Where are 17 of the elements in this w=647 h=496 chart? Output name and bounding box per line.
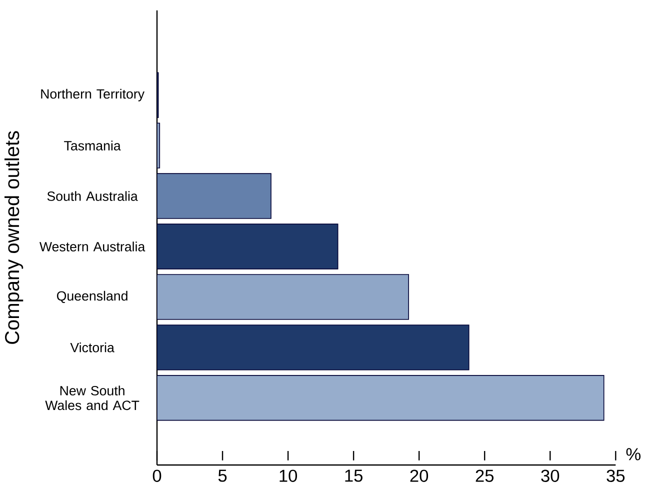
x-tick-label: 20 [410,470,428,482]
y-tick-label: Northern Territory [41,88,145,102]
y-tick-label: Tasmania [64,140,121,150]
x-tick-label: 0 [152,470,162,482]
y-tick-label: New South Wales and ACT [45,386,140,410]
x-tick-label: 35 [606,470,625,482]
x-tick-label: 30 [541,470,560,482]
y-tick-label: South Australia [47,191,138,201]
x-tick-label: 15 [345,470,362,482]
x-tick-label: 10 [280,470,298,482]
x-tick-label: 25 [476,470,494,482]
y-tick-label: Queensland [56,290,128,304]
x-axis-title: % [626,448,641,460]
x-tick-label: 5 [218,470,227,482]
y-axis-title: Company owned outlets [4,131,24,344]
y-tick-label: Victoria [70,342,114,352]
y-tick-label: Western Australia [39,242,146,252]
